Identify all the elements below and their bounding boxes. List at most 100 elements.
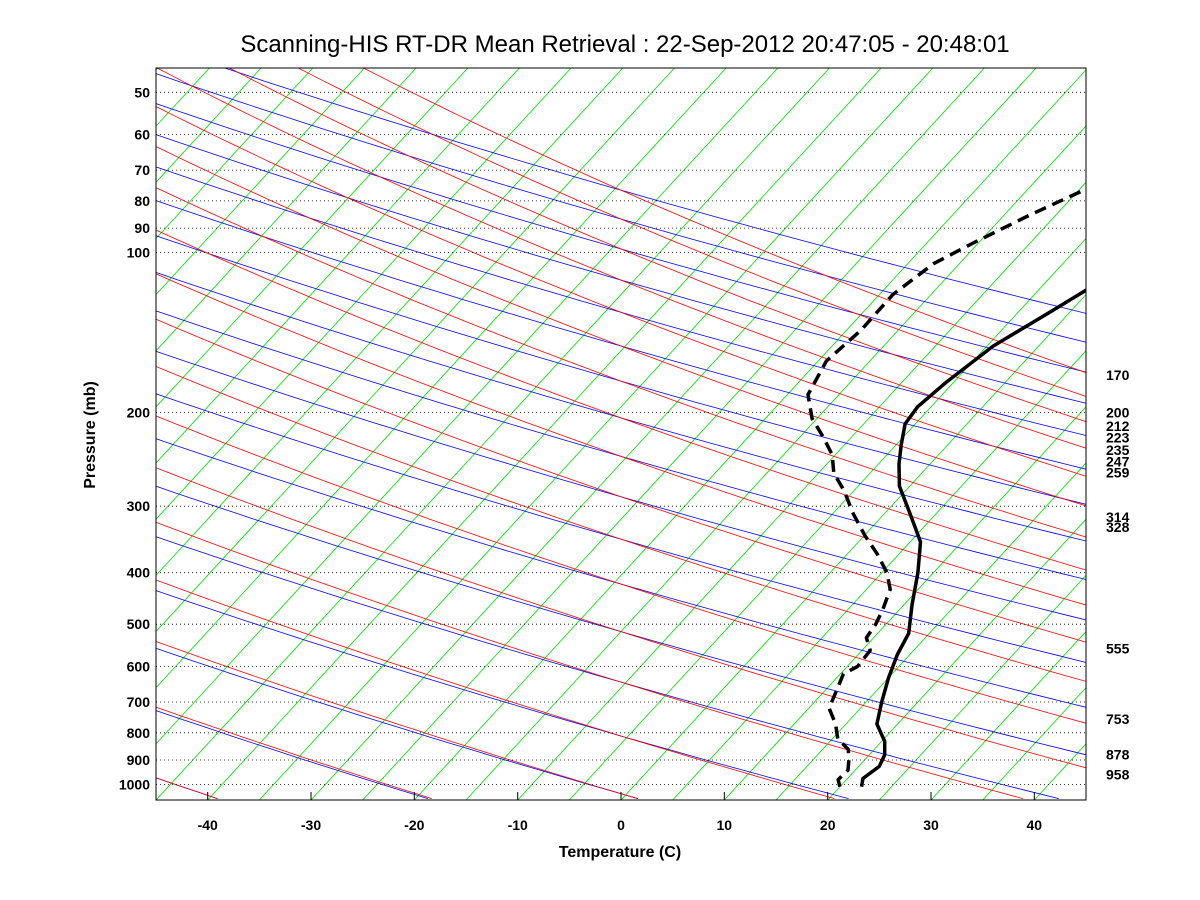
isotherm-line-19: [156, 68, 830, 800]
right-label: 235: [1106, 442, 1130, 458]
y-tick-label: 800: [127, 725, 151, 741]
y-tick-label: 70: [134, 162, 150, 178]
dry-adiabat-line-16: [156, 103, 1086, 373]
moist-adiabat-line-3: [156, 641, 638, 799]
pressure-gridlines: [156, 91, 1086, 785]
right-label: 958: [1106, 767, 1130, 783]
moist-adiabat-line-15: [156, 68, 1086, 449]
right-label: 878: [1106, 746, 1130, 762]
right-label: 223: [1106, 430, 1130, 446]
y-tick-label: 50: [134, 84, 150, 100]
dry-adiabat-line-2: [156, 710, 428, 799]
right-label: 212: [1106, 418, 1130, 434]
dry-adiabat-line-12: [156, 235, 1086, 505]
right-label: 314: [1106, 509, 1130, 525]
isotherm-line-15: [156, 68, 624, 576]
y-axis-label: Pressure (mb): [82, 381, 99, 489]
isotherm-line-10: [156, 68, 365, 296]
x-axis-ticks: -40 -30 -20 -10 0 10 20 30 40: [198, 792, 1043, 833]
isotherm-line-17: [156, 68, 727, 689]
y-tick-label: 60: [134, 127, 150, 143]
x-tick-label: -20: [404, 817, 424, 833]
y-axis-ticks: 50 60 70 80 90 100 200 300 400 500 600 700 800 900 100…: [119, 84, 150, 792]
moist-adiabat-line-7: [156, 415, 1086, 724]
y-tick-label: 600: [127, 658, 151, 674]
dry-adiabat-line-0: [0, 68, 7, 799]
dry-adiabat-line-14: [156, 166, 1086, 436]
isotherm-line-32: [827, 518, 1086, 800]
x-axis-label: Temperature (C): [559, 844, 681, 861]
dry-adiabat-line-15: [156, 134, 1086, 404]
isotherm-line-25: [465, 125, 1086, 800]
dry-adiabat-line-11: [156, 271, 1086, 542]
isotherm-line-29: [672, 350, 1086, 800]
right-label: 247: [1106, 453, 1130, 469]
x-tick-label: 40: [1027, 817, 1043, 833]
isotherm-line-34: [930, 630, 1086, 800]
moist-adiabat-line-0: [0, 68, 7, 799]
profile-series: [806, 187, 1086, 788]
x-tick-label: 0: [617, 817, 625, 833]
temperature-profile-line: [859, 288, 1086, 787]
y-tick-label: 700: [127, 694, 151, 710]
dry-adiabat-line-1: [156, 777, 218, 799]
isotherm-line-24: [414, 69, 1086, 800]
isotherm-line-35: [982, 687, 1086, 800]
background-lines: [0, 68, 1086, 800]
x-tick-label: 10: [717, 817, 733, 833]
isotherm-line-13: [156, 68, 520, 464]
moist-adiabat-line-1: [156, 777, 218, 799]
right-label: 259: [1106, 464, 1130, 480]
moist-adiabat-line-17: [298, 68, 1086, 397]
chart-title: Scanning-HIS RT-DR Mean Retrieval : 22-S…: [240, 31, 1009, 58]
dry-adiabat-line-3: [156, 647, 639, 799]
x-tick-label: -10: [508, 817, 528, 833]
dry-adiabat-line-6: [156, 485, 1086, 756]
dry-adiabat-line-9: [156, 350, 1086, 621]
moist-adiabat-line-18: [363, 68, 1086, 374]
moist-adiabat-line-4: [156, 579, 835, 799]
right-label: 555: [1106, 640, 1130, 656]
isotherm-line-27: [569, 237, 1086, 800]
isotherm-line-7: [156, 68, 210, 127]
dry-adiabat-line-10: [156, 310, 1086, 580]
y-tick-label: 500: [127, 616, 151, 632]
isotherm-line-31: [775, 462, 1086, 800]
isotherm-line-16: [156, 68, 675, 633]
dry-adiabat-line-13: [156, 200, 1086, 470]
isotherm-line-9: [156, 68, 314, 240]
moist-adiabat-line-9: [156, 318, 1086, 643]
dry-adiabat-line-17: [156, 73, 1086, 343]
isotherm-line-26: [517, 181, 1086, 800]
x-tick-label: -40: [198, 817, 218, 833]
isotherm-line-33: [879, 574, 1086, 800]
y-tick-label: 90: [134, 220, 150, 236]
moist-adiabat-line-14: [156, 106, 1086, 477]
moist-adiabat-line-8: [156, 366, 1086, 682]
dry-adiabat-line-18: [224, 68, 1086, 314]
y-tick-label: 400: [127, 565, 151, 581]
isotherm-line-22: [310, 68, 985, 800]
moist-adiabat-line-16: [229, 68, 1086, 423]
dry-adiabat-line-4: [156, 590, 849, 799]
right-label: 170: [1106, 367, 1130, 383]
dry-adiabat-line-5: [156, 536, 1059, 799]
right-label: 753: [1106, 711, 1130, 727]
moist-adiabat-line-11: [156, 229, 1086, 571]
isotherm-line-23: [362, 68, 1037, 800]
dry-adiabat-line-8: [156, 393, 1086, 663]
moist-adiabat-line-12: [156, 187, 1086, 538]
moist-adiabat-line-5: [156, 521, 1023, 799]
isotherm-line-30: [724, 406, 1086, 800]
dry-adiabat-line-7: [156, 438, 1086, 708]
y-tick-label: 1000: [119, 776, 150, 792]
y-tick-label: 900: [127, 752, 151, 768]
isotherm-line-11: [156, 68, 417, 352]
isotherm-line-4: [0, 68, 54, 800]
isotherm-line-3: [0, 68, 3, 800]
right-label: 328: [1106, 519, 1130, 535]
y-tick-label: 200: [127, 405, 151, 421]
y-tick-label: 300: [127, 498, 151, 514]
